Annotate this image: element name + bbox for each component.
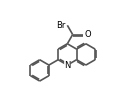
Text: N: N (64, 61, 70, 70)
Text: Br: Br (56, 21, 66, 30)
Text: O: O (84, 30, 91, 39)
